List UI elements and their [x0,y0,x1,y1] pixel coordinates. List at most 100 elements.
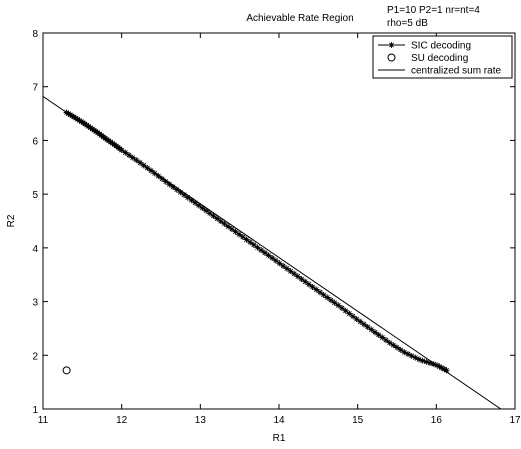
data-point [316,289,323,296]
data-point [313,286,320,293]
data-point [254,244,261,251]
legend-entry: SU decoding [387,53,468,64]
y-tick-label: 3 [32,298,38,309]
data-point [419,357,426,364]
data-point [155,173,162,180]
data-point [170,183,177,190]
x-tick-label: 14 [273,415,285,426]
data-point [430,361,437,368]
parameter-annotation-line-2: rho=5 dB [387,18,428,29]
data-point [173,186,180,193]
data-point [412,354,419,361]
data-point [386,339,393,346]
data-point [76,117,83,124]
data-point [206,210,213,217]
data-point [203,207,210,214]
data-point [382,337,389,344]
y-tick-label: 4 [32,244,38,255]
data-point [416,356,423,363]
data-point [217,218,224,225]
data-point [280,262,287,269]
data-point [364,323,371,330]
data-point [214,215,221,222]
data-point [195,202,202,209]
data-point [342,307,349,314]
data-point [349,313,356,320]
data-point [305,281,312,288]
legend-label: centralized sum rate [411,66,501,77]
data-point [294,273,301,280]
data-point [74,116,81,123]
data-point [199,205,206,212]
data-point [375,331,382,338]
data-point [441,366,448,373]
data-point [210,212,217,219]
plot-frame [42,32,516,410]
data-point [188,197,195,204]
data-point [258,247,265,254]
data-point [327,297,334,304]
data-point [357,318,364,325]
data-point [151,170,158,177]
data-point [269,255,276,262]
legend-box [372,35,513,79]
x-tick-label: 16 [431,415,443,426]
data-point [443,367,450,374]
y-tick-label: 1 [32,405,38,416]
data-point [166,181,173,188]
data-point [379,334,386,341]
series-layer [43,95,502,409]
data-point [331,299,338,306]
x-axis-label: R1 [273,433,286,444]
data-point [261,249,268,256]
data-point [232,228,239,235]
data-point [405,351,412,358]
x-tick-label: 13 [195,415,207,426]
data-point [62,366,71,375]
data-point [265,252,272,259]
legend-swatch-marker [387,53,396,62]
legend-entry: centralized sum rate [378,66,501,77]
data-point [320,291,327,298]
data-point [423,358,430,365]
chart-title: Achievable Rate Region [246,13,353,24]
data-point [239,233,246,240]
data-point [309,283,316,290]
data-point [394,344,400,351]
series-su-decoding [62,366,71,375]
data-point [438,364,445,371]
y-axis-label: R2 [6,214,17,227]
y-tick-label: 2 [32,351,38,362]
y-tick-label: 7 [32,83,38,94]
data-point [346,310,353,317]
data-point [338,305,345,312]
data-point [291,270,298,277]
data-point [177,189,184,196]
data-point [184,194,191,201]
data-point [181,191,188,198]
data-point [368,326,375,333]
data-point [390,342,397,349]
data-point [324,294,331,301]
data-point [250,241,257,248]
data-point [371,329,378,336]
series-centralized-sum-rate [43,95,502,409]
data-point [192,199,199,206]
data-point [353,316,360,323]
data-point [243,236,250,243]
data-point [401,349,408,356]
y-tick-label: 8 [32,29,38,40]
data-point [272,257,279,264]
x-tick-label: 15 [352,415,364,426]
data-point [72,115,79,122]
legend-entry: SIC decoding [378,41,471,52]
data-point [427,360,434,367]
data-point [228,226,235,233]
data-point [78,118,85,125]
legend-swatch-marker [388,42,395,48]
y-tick-label: 6 [32,136,38,147]
series-sic-decoding [63,109,450,374]
